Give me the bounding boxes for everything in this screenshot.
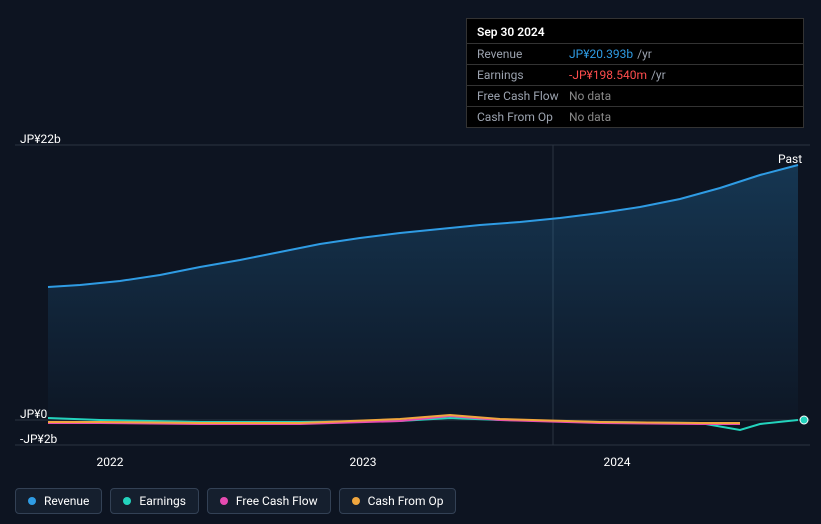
tooltip-metric-label: Cash From Op (477, 110, 569, 124)
legend-label: Revenue (44, 494, 89, 508)
legend-item-free-cash-flow[interactable]: Free Cash Flow (207, 488, 331, 514)
legend-label: Earnings (139, 494, 186, 508)
y-axis-label: JP¥0 (20, 407, 47, 421)
tooltip-metric-unit: /yr (637, 47, 652, 61)
tooltip-metric-value: No data (569, 89, 611, 103)
tooltip-metric-value: -JP¥198.540m (569, 68, 647, 82)
financial-chart: JP¥22b JP¥0 -JP¥2b 2022 2023 2024 Past Sep 3… (0, 0, 821, 524)
legend-label: Free Cash Flow (236, 494, 318, 508)
legend-dot-icon (28, 497, 36, 505)
tooltip-date: Sep 30 2024 (467, 19, 803, 43)
y-axis-label: JP¥22b (20, 132, 61, 146)
legend-item-cash-from-op[interactable]: Cash From Op (339, 488, 457, 514)
tooltip-metric-value: JP¥20.393b (569, 47, 633, 61)
tooltip-metric-label: Earnings (477, 68, 569, 82)
tooltip-row: Cash From OpNo data (467, 106, 803, 127)
tooltip-metric-value: No data (569, 110, 611, 124)
tooltip-metric-label: Free Cash Flow (477, 89, 569, 103)
legend-item-earnings[interactable]: Earnings (110, 488, 199, 514)
legend-dot-icon (123, 497, 131, 505)
legend-item-revenue[interactable]: Revenue (15, 488, 102, 514)
legend-dot-icon (220, 497, 228, 505)
y-axis-label: -JP¥2b (20, 432, 57, 446)
chart-tooltip: Sep 30 2024 RevenueJP¥20.393b/yrEarnings… (466, 18, 804, 128)
tooltip-row: Free Cash FlowNo data (467, 85, 803, 106)
tooltip-row: Earnings-JP¥198.540m/yr (467, 64, 803, 85)
tooltip-row: RevenueJP¥20.393b/yr (467, 43, 803, 64)
chart-legend: Revenue Earnings Free Cash Flow Cash From O… (15, 488, 456, 514)
legend-label: Cash From Op (368, 494, 444, 508)
x-axis-label: 2024 (604, 455, 631, 469)
past-marker-label: Past (778, 152, 802, 166)
legend-dot-icon (352, 497, 360, 505)
tooltip-metric-label: Revenue (477, 47, 569, 61)
x-axis-label: 2023 (350, 455, 377, 469)
tooltip-metric-unit: /yr (651, 68, 666, 82)
x-axis-label: 2022 (97, 455, 124, 469)
